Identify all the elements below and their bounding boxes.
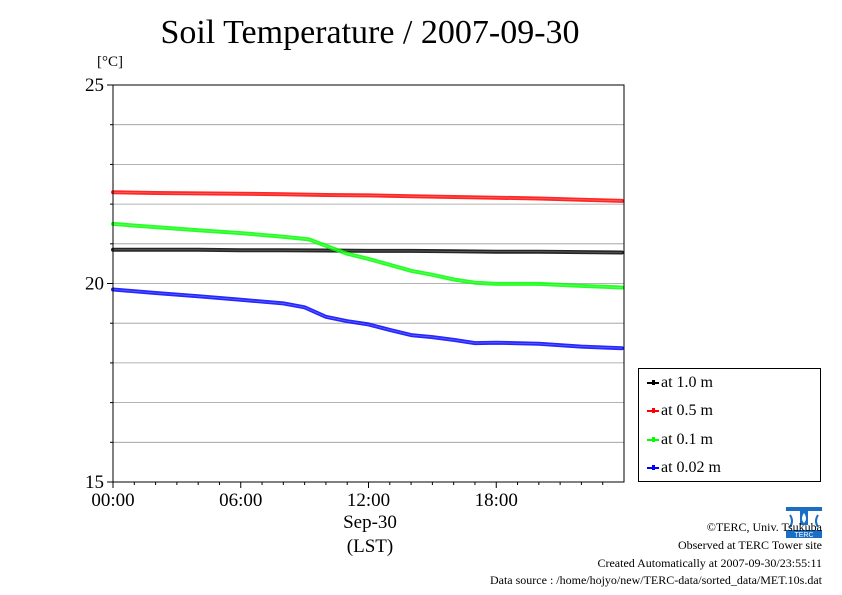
legend-label-0.5m: at 0.5 m: [661, 402, 713, 419]
legend-swatch-1m: [647, 380, 659, 385]
series-line-highlight-3: [112, 289, 622, 349]
svg-text:TERC: TERC: [794, 532, 813, 539]
series-line-3: [111, 287, 624, 351]
y-tick-label: 25: [85, 75, 104, 96]
legend-item-1m: at 1.0 m: [647, 373, 713, 393]
legend-item-0.02m: at 0.02 m: [647, 458, 721, 478]
y-axis-unit-label: [°C]: [97, 54, 123, 70]
tick-labels: 15 20 25 00:00 06:00 12:00 18:00: [85, 75, 518, 511]
series-line-highlight-1: [112, 191, 622, 202]
legend-swatch-0.1m: [647, 437, 659, 442]
legend-label-0.1m: at 0.1 m: [661, 431, 713, 448]
legend-item-0.1m: at 0.1 m: [647, 430, 713, 450]
series-line-2: [111, 221, 624, 290]
footer-copyright: ©TERC, Univ. Tsukuba: [706, 520, 822, 534]
series-line-0: [111, 247, 624, 255]
terc-logo: TERC: [784, 503, 824, 539]
legend-label-1m: at 1.0 m: [661, 374, 713, 391]
axis-ticks: [107, 84, 604, 488]
x-tick-label: 12:00: [347, 490, 390, 511]
legend: at 1.0 m at 0.5 m at 0.1 m at 0.02 m: [638, 368, 821, 482]
chart-title: Soil Temperature / 2007-09-30: [160, 14, 580, 51]
legend-swatch-0.5m: [647, 408, 659, 413]
series-line-highlight-2: [112, 223, 622, 288]
series-line-highlight-0: [113, 249, 622, 253]
series-line-1: [111, 190, 624, 203]
x-tick-label: 06:00: [219, 490, 262, 511]
y-tick-label: 15: [85, 472, 104, 493]
grid-lines: [113, 124, 624, 443]
x-tick-label: 18:00: [475, 490, 518, 511]
footer-data-source: Data source : /home/hojyo/new/TERC-data/…: [489, 573, 822, 587]
legend-label-0.02m: at 0.02 m: [661, 459, 721, 476]
series-lines: [111, 190, 624, 351]
x-tick-label: 00:00: [91, 490, 134, 511]
legend-item-0.5m: at 0.5 m: [647, 401, 713, 421]
footer-site: Observed at TERC Tower site: [677, 538, 822, 552]
footer-created: Created Automatically at 2007-09-30/23:5…: [597, 556, 822, 570]
x-timezone-label: (LST): [346, 536, 394, 557]
y-tick-label: 20: [85, 274, 104, 295]
legend-swatch-0.02m: [647, 465, 659, 470]
x-date-label: Sep-30: [343, 512, 397, 533]
